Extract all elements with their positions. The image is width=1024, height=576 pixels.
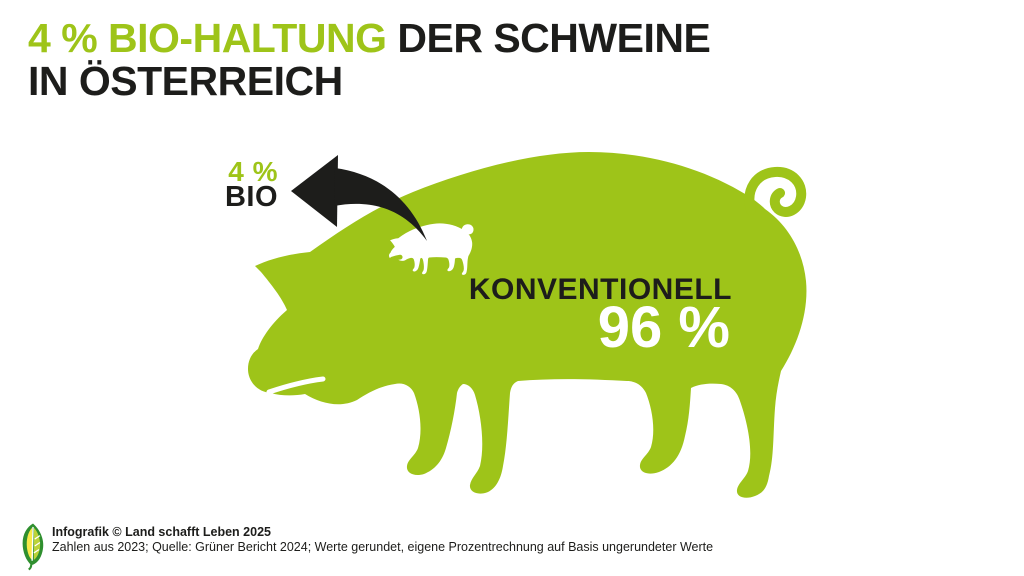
title-line-2: IN ÖSTERREICH — [28, 58, 343, 104]
footer-credit: Infografik © Land schafft Leben 2025 — [52, 525, 271, 539]
bio-label: BIO — [224, 181, 278, 213]
conventional-value: 96 % — [597, 295, 730, 360]
bio-value: 4 % — [228, 156, 278, 187]
conventional-label: KONVENTIONELL — [468, 273, 732, 306]
title-highlight: 4 % BIO-HALTUNG — [28, 15, 387, 61]
page-title: 4 % BIO-HALTUNG DER SCHWEINE IN ÖSTERREI… — [28, 15, 711, 104]
curved-arrow-icon — [291, 155, 427, 241]
footer-text: Infografik © Land schafft Leben 2025 Zah… — [52, 521, 713, 555]
bio-annotation: 4 % BIO — [160, 156, 278, 213]
leaf-logo-icon — [22, 523, 44, 571]
title-line-1: 4 % BIO-HALTUNG DER SCHWEINE — [28, 15, 711, 61]
footer-source: Zahlen aus 2023; Quelle: Grüner Bericht … — [52, 540, 714, 554]
title-rest: DER SCHWEINE — [397, 15, 711, 61]
footer: Infografik © Land schafft Leben 2025 Zah… — [20, 521, 713, 571]
